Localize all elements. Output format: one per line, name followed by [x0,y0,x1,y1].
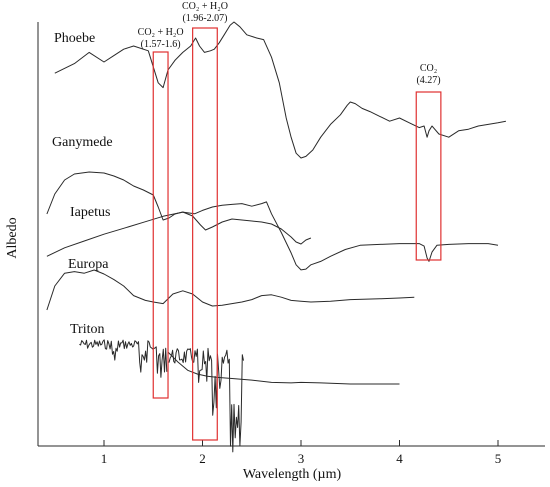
spectrum-europa [46,269,415,311]
x-tick-label-4: 4 [396,451,403,466]
band-label-2-range: (1.96-2.07) [182,13,227,24]
x-tick-label-2: 2 [199,451,206,466]
spectrum-ganymede [46,171,312,245]
label-europa: Europa [68,257,109,272]
x-tick-label-5: 5 [495,451,502,466]
band-label-2-species: CO₂ + H₂O [182,1,228,12]
series-labels: Phoebe Ganymede Iapetus Europa Triton [52,31,113,337]
label-triton: Triton [70,322,105,337]
x-axis-title: Wavelength (µm) [243,467,342,482]
spectrum-triton [167,351,400,385]
band-label-3-range: (4.27) [416,75,440,86]
band-label-1-range: (1.57-1.6) [141,39,181,50]
triton-absorption-far [168,347,244,453]
band-box-2 [192,27,218,441]
x-ticks: 1 2 3 4 5 [101,440,502,466]
label-iapetus: Iapetus [70,205,110,220]
triton-absorption-near [79,339,168,378]
band-box-1 [152,51,169,399]
band-label-1-species: CO₂ + H₂O [138,27,184,38]
x-tick-label-1: 1 [101,451,108,466]
y-axis-title: Albedo [5,217,20,258]
band-label-3-species: CO₂ [420,63,437,74]
label-ganymede: Ganymede [52,135,113,150]
x-tick-label-3: 3 [298,451,305,466]
band-box-3 [415,91,442,261]
spectrum-phoebe [54,21,506,159]
spectra-series [46,21,506,453]
label-phoebe: Phoebe [54,31,95,46]
absorption-bands: CO₂ + H₂O(1.57-1.6)CO₂ + H₂O(1.96-2.07)C… [138,1,442,441]
